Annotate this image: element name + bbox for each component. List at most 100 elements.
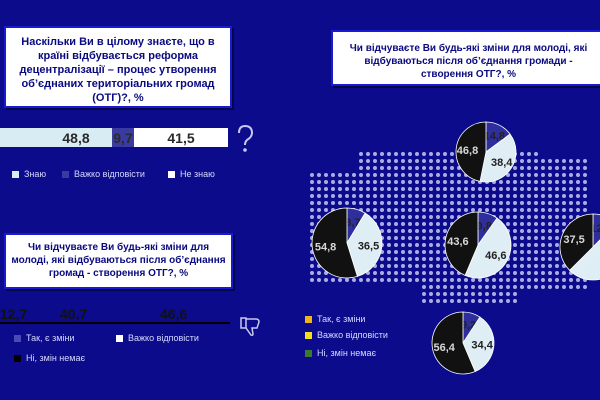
- map-dot: [408, 271, 412, 275]
- map-dot: [317, 215, 321, 219]
- map-dot: [513, 278, 517, 282]
- map-dot: [387, 159, 391, 163]
- pie-label: 46,6: [485, 250, 506, 262]
- map-dot: [373, 215, 377, 219]
- map-dot: [310, 222, 314, 226]
- map-dot: [527, 187, 531, 191]
- map-dot: [499, 215, 503, 219]
- legend3-label-hard: Важко відповісти: [317, 330, 388, 340]
- map-dot: [401, 159, 405, 163]
- map-dot: [408, 278, 412, 282]
- map-dot: [534, 222, 538, 226]
- map-dot: [415, 222, 419, 226]
- map-dot: [576, 194, 580, 198]
- map-dot: [548, 285, 552, 289]
- map-dot: [429, 243, 433, 247]
- question-box-1: Наскільки Ви в цілому знаєте, що в країн…: [4, 26, 232, 108]
- map-dot: [408, 152, 412, 156]
- map-dot: [548, 173, 552, 177]
- legend-item-hard: Важко відповісти: [62, 169, 145, 179]
- map-dot: [527, 215, 531, 219]
- map-dot: [534, 152, 538, 156]
- map-dot: [450, 201, 454, 205]
- map-dot: [583, 173, 587, 177]
- map-dot: [506, 194, 510, 198]
- map-dot: [366, 173, 370, 177]
- map-dot: [541, 173, 545, 177]
- map-dot: [464, 187, 468, 191]
- map-dot: [569, 166, 573, 170]
- map-dot: [534, 278, 538, 282]
- map-dot: [436, 152, 440, 156]
- map-dot: [520, 257, 524, 261]
- map-dot: [534, 187, 538, 191]
- map-dot: [534, 264, 538, 268]
- map-dot: [527, 180, 531, 184]
- map-dot: [569, 208, 573, 212]
- legend2-label-yes: Так, є зміни: [26, 333, 75, 343]
- map-dot: [359, 166, 363, 170]
- map-dot: [555, 271, 559, 275]
- map-dot: [359, 173, 363, 177]
- map-dot: [352, 187, 356, 191]
- map-dot: [415, 166, 419, 170]
- map-dot: [408, 250, 412, 254]
- map-dot: [436, 285, 440, 289]
- map-dot: [387, 180, 391, 184]
- map-dot: [443, 257, 447, 261]
- map-dot: [324, 180, 328, 184]
- map-dot: [429, 278, 433, 282]
- map-dot: [401, 173, 405, 177]
- map-dot: [310, 173, 314, 177]
- map-dot: [562, 166, 566, 170]
- map-dot: [457, 292, 461, 296]
- map-dot: [478, 278, 482, 282]
- map-dot: [352, 194, 356, 198]
- map-dot: [436, 208, 440, 212]
- map-dot: [429, 299, 433, 303]
- map-dot: [436, 299, 440, 303]
- bar-segment-dont: 41,5: [134, 128, 228, 147]
- map-dot: [443, 215, 447, 219]
- map-dot: [471, 299, 475, 303]
- legend-item-dont: Не знаю: [168, 169, 215, 179]
- map-dot: [380, 159, 384, 163]
- map-dot: [380, 166, 384, 170]
- stacked-bar-awareness: 48,8 9,7 41,5: [0, 128, 228, 147]
- map-dot: [555, 285, 559, 289]
- map-dot: [443, 292, 447, 296]
- map-dot: [408, 257, 412, 261]
- legend2-swatch-yes: [14, 334, 21, 342]
- changes-bar-line: [0, 322, 230, 324]
- legend3-item-no: Ні, змін немає: [305, 348, 376, 358]
- pie-slice: [462, 316, 495, 373]
- map-dot: [408, 201, 412, 205]
- map-dot: [324, 208, 328, 212]
- map-dot: [471, 194, 475, 198]
- map-dot: [569, 201, 573, 205]
- map-dot: [387, 257, 391, 261]
- map-dot: [541, 194, 545, 198]
- map-dot: [310, 208, 314, 212]
- map-dot: [527, 173, 531, 177]
- map-dot: [415, 264, 419, 268]
- map-dot: [338, 173, 342, 177]
- map-dot: [436, 201, 440, 205]
- map-dot: [548, 159, 552, 163]
- map-dot: [541, 187, 545, 191]
- map-dot: [408, 208, 412, 212]
- map-dot: [366, 278, 370, 282]
- bar-label-hard: 9,7: [113, 129, 133, 146]
- map-dot: [555, 215, 559, 219]
- map-dot: [415, 250, 419, 254]
- map-dot: [541, 243, 545, 247]
- map-dot: [387, 208, 391, 212]
- pie-slice: [311, 207, 358, 279]
- map-dot: [548, 257, 552, 261]
- map-dot: [569, 187, 573, 191]
- map-dot: [394, 222, 398, 226]
- map-dot: [499, 180, 503, 184]
- map-dot: [464, 201, 468, 205]
- map-dot: [464, 299, 468, 303]
- map-dot: [548, 208, 552, 212]
